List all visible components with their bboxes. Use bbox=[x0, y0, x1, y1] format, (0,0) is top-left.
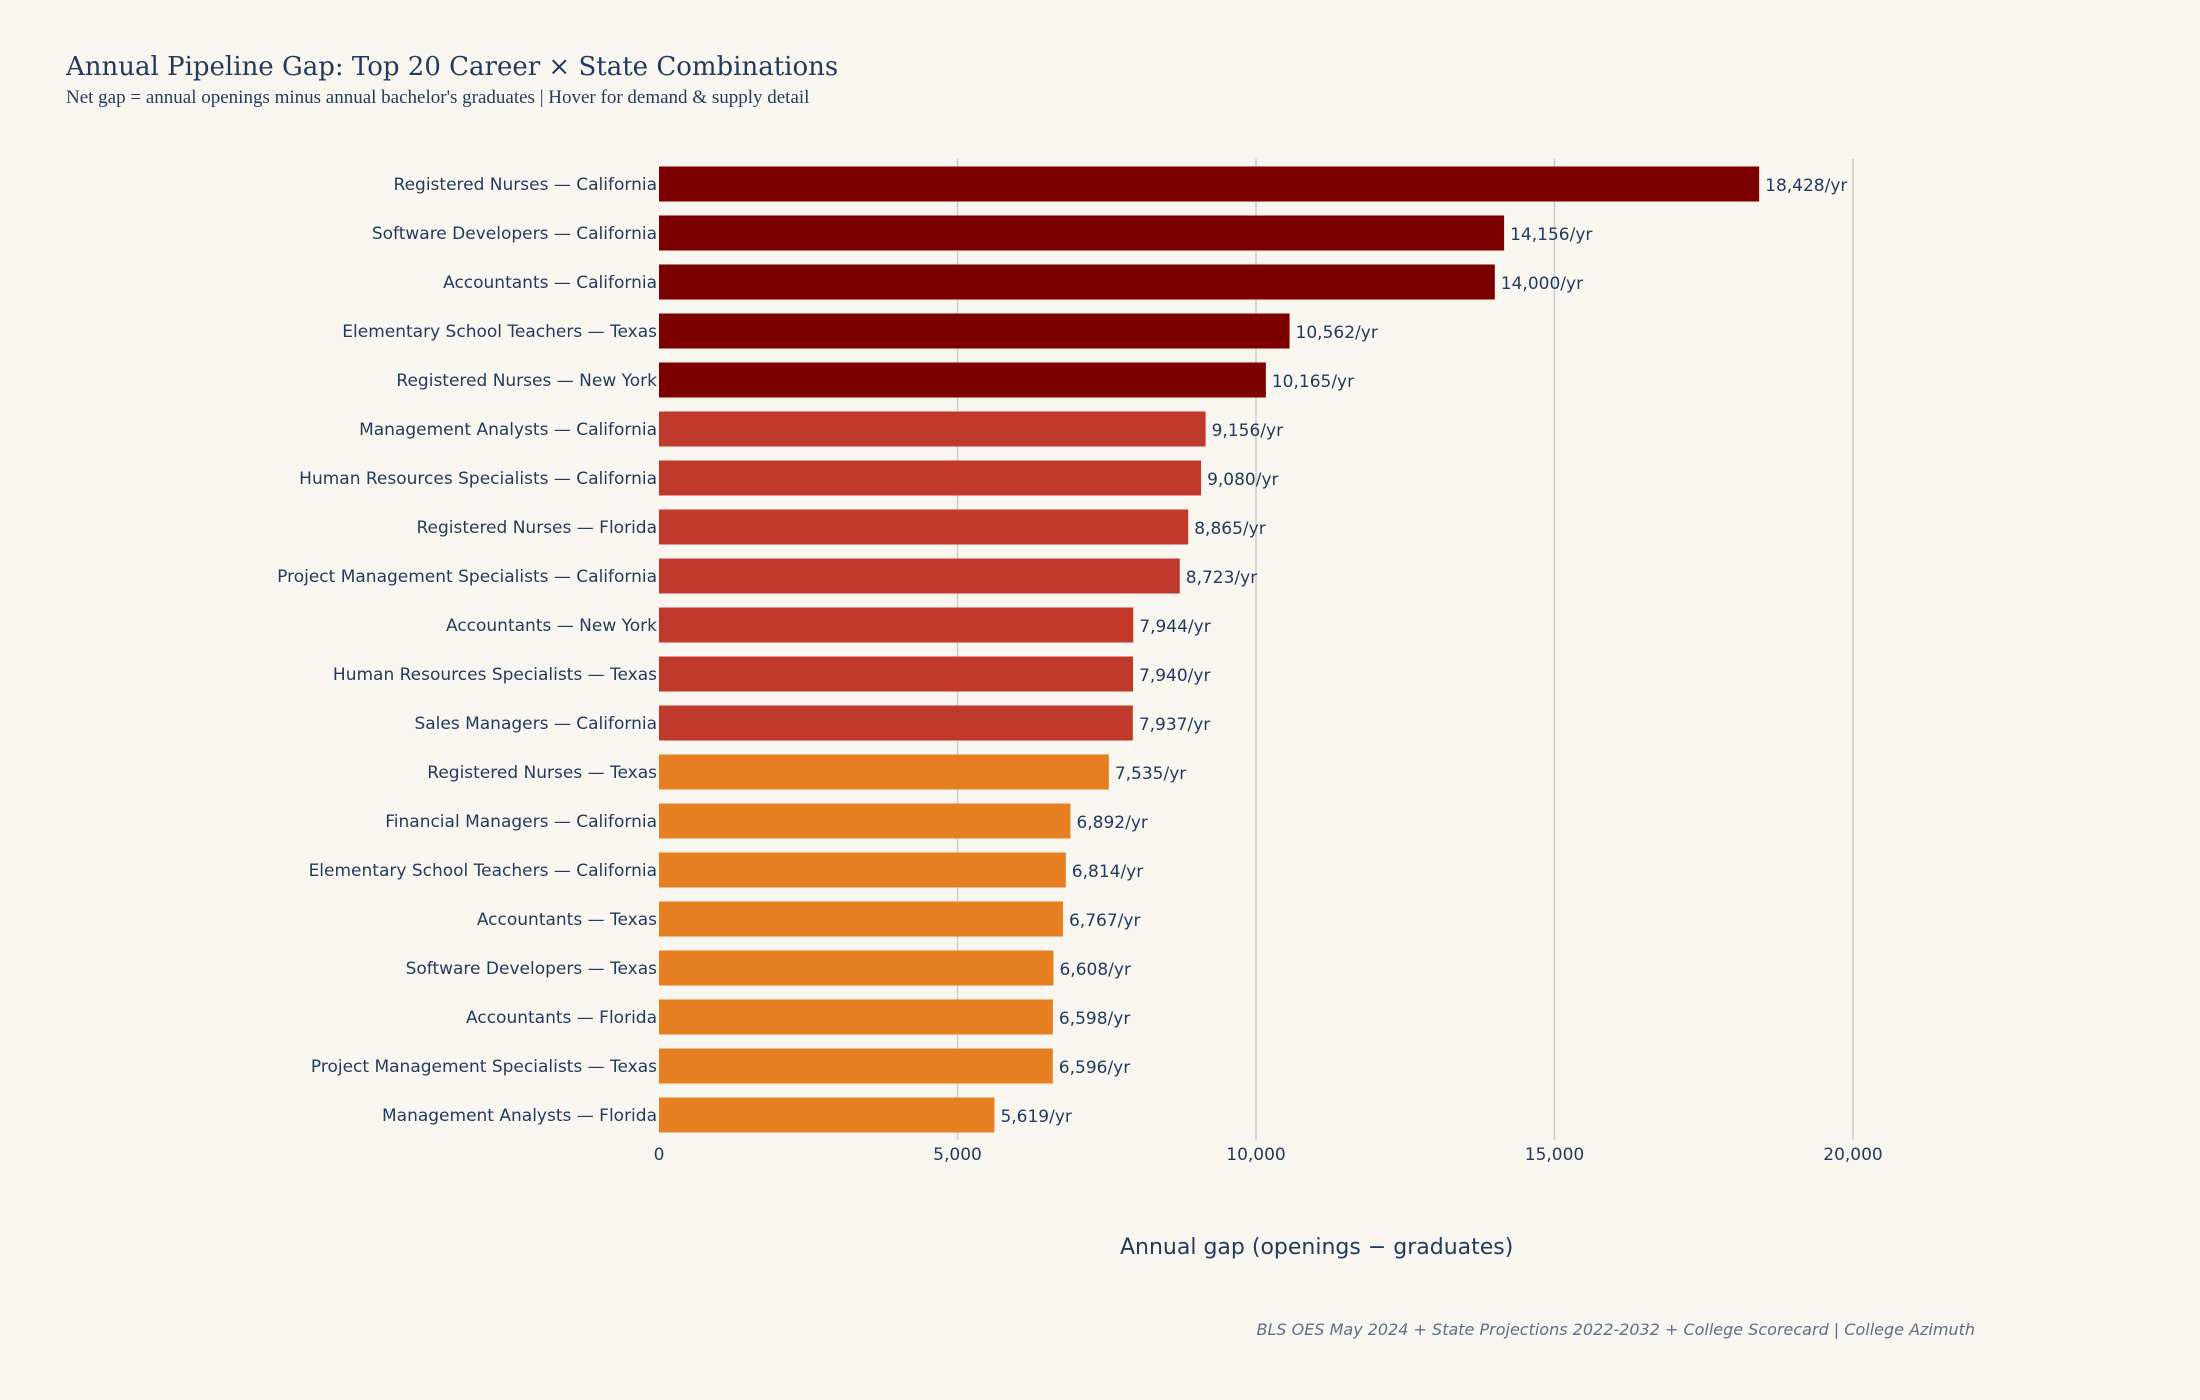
category-label: Project Management Specialists — Texas bbox=[311, 1057, 657, 1077]
data-label: 14,000/yr bbox=[1501, 274, 1583, 294]
bar bbox=[659, 607, 1134, 643]
x-tick-label: 15,000 bbox=[1525, 1145, 1584, 1165]
category-label: Accountants — Florida bbox=[466, 1008, 657, 1028]
data-label: 10,562/yr bbox=[1296, 323, 1378, 343]
category-label: Management Analysts — California bbox=[359, 420, 657, 440]
data-label: 10,165/yr bbox=[1272, 372, 1354, 392]
data-label: 7,940/yr bbox=[1139, 666, 1210, 686]
category-label: Management Analysts — Florida bbox=[382, 1106, 657, 1126]
data-label: 9,156/yr bbox=[1212, 421, 1283, 441]
data-label: 7,944/yr bbox=[1139, 617, 1210, 637]
bar bbox=[659, 803, 1071, 839]
bar bbox=[659, 166, 1760, 202]
x-tick-label: 5,000 bbox=[933, 1145, 982, 1165]
category-label: Accountants — California bbox=[443, 273, 657, 293]
x-axis-title: Annual gap (openings − graduates) bbox=[1120, 1235, 1514, 1260]
bar bbox=[659, 460, 1202, 496]
data-label: 6,598/yr bbox=[1059, 1009, 1130, 1029]
data-label: 8,865/yr bbox=[1194, 519, 1265, 539]
bar bbox=[659, 1048, 1053, 1084]
x-tick-label: 20,000 bbox=[1823, 1145, 1882, 1165]
bar bbox=[659, 999, 1053, 1035]
category-label: Registered Nurses — Texas bbox=[427, 763, 657, 783]
bar bbox=[659, 656, 1134, 692]
category-label: Sales Managers — California bbox=[414, 714, 657, 734]
bar bbox=[659, 411, 1206, 447]
data-label: 6,814/yr bbox=[1072, 862, 1143, 882]
data-label: 7,937/yr bbox=[1139, 715, 1210, 735]
bar bbox=[659, 950, 1054, 986]
bar bbox=[659, 705, 1133, 741]
bar bbox=[659, 852, 1066, 888]
category-label: Registered Nurses — Florida bbox=[416, 518, 657, 538]
category-label: Accountants — Texas bbox=[477, 910, 657, 930]
data-label: 6,892/yr bbox=[1076, 813, 1147, 833]
data-label: 6,608/yr bbox=[1059, 960, 1130, 980]
source-footer: BLS OES May 2024 + State Projections 202… bbox=[1256, 1320, 1976, 1339]
bar bbox=[659, 558, 1180, 594]
bar bbox=[659, 313, 1290, 349]
category-label: Software Developers — California bbox=[372, 224, 657, 244]
data-label: 6,596/yr bbox=[1059, 1058, 1130, 1078]
category-label: Registered Nurses — New York bbox=[396, 371, 657, 391]
data-label: 6,767/yr bbox=[1069, 911, 1140, 931]
category-label: Accountants — New York bbox=[446, 616, 657, 636]
bar bbox=[659, 509, 1189, 545]
data-label: 5,619/yr bbox=[1000, 1107, 1071, 1127]
x-tick-label: 10,000 bbox=[1226, 1145, 1285, 1165]
chart-title: Annual Pipeline Gap: Top 20 Career × Sta… bbox=[66, 52, 839, 82]
data-label: 9,080/yr bbox=[1207, 470, 1278, 490]
data-label: 8,723/yr bbox=[1186, 568, 1257, 588]
x-tick-label: 0 bbox=[654, 1145, 665, 1165]
data-label: 14,156/yr bbox=[1510, 225, 1592, 245]
category-label: Elementary School Teachers — California bbox=[309, 861, 657, 881]
bar bbox=[659, 215, 1505, 251]
chart-subtitle: Net gap = annual openings minus annual b… bbox=[66, 87, 810, 108]
bar bbox=[659, 901, 1063, 937]
category-label: Human Resources Specialists — Texas bbox=[333, 665, 657, 685]
category-label: Registered Nurses — California bbox=[394, 175, 657, 195]
data-label: 7,535/yr bbox=[1115, 764, 1186, 784]
category-label: Human Resources Specialists — California bbox=[299, 469, 657, 489]
category-label: Software Developers — Texas bbox=[406, 959, 658, 979]
category-label: Elementary School Teachers — Texas bbox=[342, 322, 657, 342]
data-label: 18,428/yr bbox=[1765, 176, 1847, 196]
bar bbox=[659, 754, 1109, 790]
bar bbox=[659, 1097, 995, 1133]
category-label: Project Management Specialists — Califor… bbox=[277, 567, 657, 587]
bar bbox=[659, 362, 1266, 398]
bar bbox=[659, 264, 1495, 300]
category-label: Financial Managers — California bbox=[385, 812, 657, 832]
